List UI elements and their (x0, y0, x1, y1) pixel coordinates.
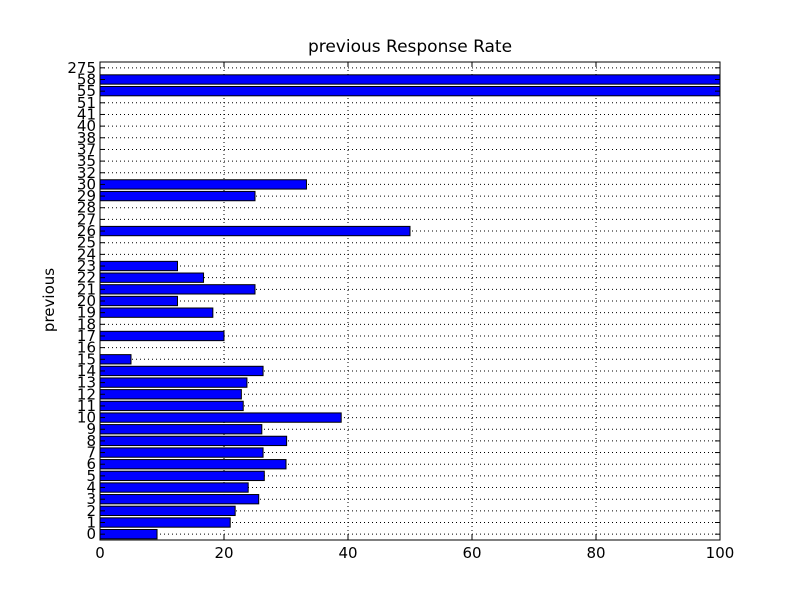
bar (99, 179, 307, 190)
y-tick-label: 18 (77, 315, 96, 333)
x-tick-label: 20 (214, 544, 233, 562)
y-tick-label: 24 (77, 245, 96, 263)
bar (99, 295, 178, 307)
y-tick-label: 12 (77, 385, 96, 403)
bar (99, 74, 721, 85)
bar (99, 505, 236, 517)
y-tick-label: 8 (86, 432, 96, 450)
y-tick-label: 32 (77, 164, 96, 182)
bar (99, 85, 721, 97)
bar (99, 517, 231, 528)
y-tick-label: 275 (67, 59, 96, 77)
y-tick-label: 41 (77, 105, 96, 123)
y-tick-label: 35 (77, 152, 96, 170)
y-tick-label: 4 (86, 479, 96, 497)
bar (99, 272, 205, 283)
y-tick-label: 9 (86, 420, 96, 438)
x-tick-label: 40 (338, 544, 357, 562)
y-tick-label: 0 (86, 525, 96, 543)
bar (99, 389, 242, 400)
y-tick-label: 25 (77, 234, 96, 252)
y-tick-label: 21 (77, 280, 96, 298)
bar (99, 435, 288, 447)
y-tick-label: 16 (77, 339, 96, 357)
y-tick-label: 17 (77, 327, 96, 345)
y-tick-label: 14 (77, 362, 96, 380)
bar (99, 330, 225, 342)
bar (99, 365, 264, 377)
y-tick-label: 58 (77, 70, 96, 88)
y-tick-label: 20 (77, 292, 96, 310)
bar (99, 529, 158, 540)
y-tick-label: 5 (86, 467, 96, 485)
x-tick-labels: 0 20 40 60 80 100 (95, 544, 734, 562)
y-tick-label: 13 (77, 374, 96, 392)
y-tick-label: 11 (77, 397, 96, 415)
bar (99, 494, 260, 505)
bar (99, 447, 264, 458)
y-tick-label: 40 (77, 117, 96, 135)
y-tick-label: 15 (77, 350, 96, 368)
y-tick-label: 2 (86, 502, 96, 520)
y-tick-label: 26 (77, 222, 96, 240)
bar (99, 190, 256, 202)
y-tick-label: 29 (77, 187, 96, 205)
y-tick-label: 38 (77, 129, 96, 147)
y-tick-label: 7 (86, 444, 96, 462)
chart-title: previous Response Rate (308, 37, 512, 57)
bar (99, 260, 178, 272)
bar (99, 482, 249, 493)
x-tick-label: 100 (706, 544, 735, 562)
y-tick-label: 23 (77, 257, 96, 275)
y-tick-label: 37 (77, 140, 96, 158)
y-tick-label: 10 (77, 409, 96, 427)
bar (99, 225, 411, 237)
bar (99, 307, 214, 318)
y-tick-label: 51 (77, 94, 96, 112)
bar (99, 412, 342, 423)
ticks-layer (99, 62, 721, 540)
x-tick-label: 80 (586, 544, 605, 562)
y-tick-label: 3 (86, 490, 96, 508)
bars-layer (99, 74, 721, 540)
y-tick-label: 27 (77, 210, 96, 228)
y-axis-label: previous (40, 268, 58, 332)
bar (99, 400, 244, 412)
x-tick-label: 0 (95, 544, 105, 562)
y-tick-label: 1 (86, 514, 96, 532)
bar (99, 284, 256, 295)
y-tick-labels: 0123456789101112131415161718192021222324… (67, 59, 96, 543)
y-tick-label: 55 (77, 82, 96, 100)
y-tick-label: 28 (77, 199, 96, 217)
bar (99, 377, 248, 388)
x-tick-label: 60 (462, 544, 481, 562)
bar (99, 470, 265, 482)
y-tick-label: 6 (86, 455, 96, 473)
y-tick-label: 19 (77, 304, 96, 322)
y-tick-label: 30 (77, 175, 96, 193)
bar (99, 424, 263, 435)
y-tick-label: 22 (77, 269, 96, 287)
bar (99, 459, 287, 470)
